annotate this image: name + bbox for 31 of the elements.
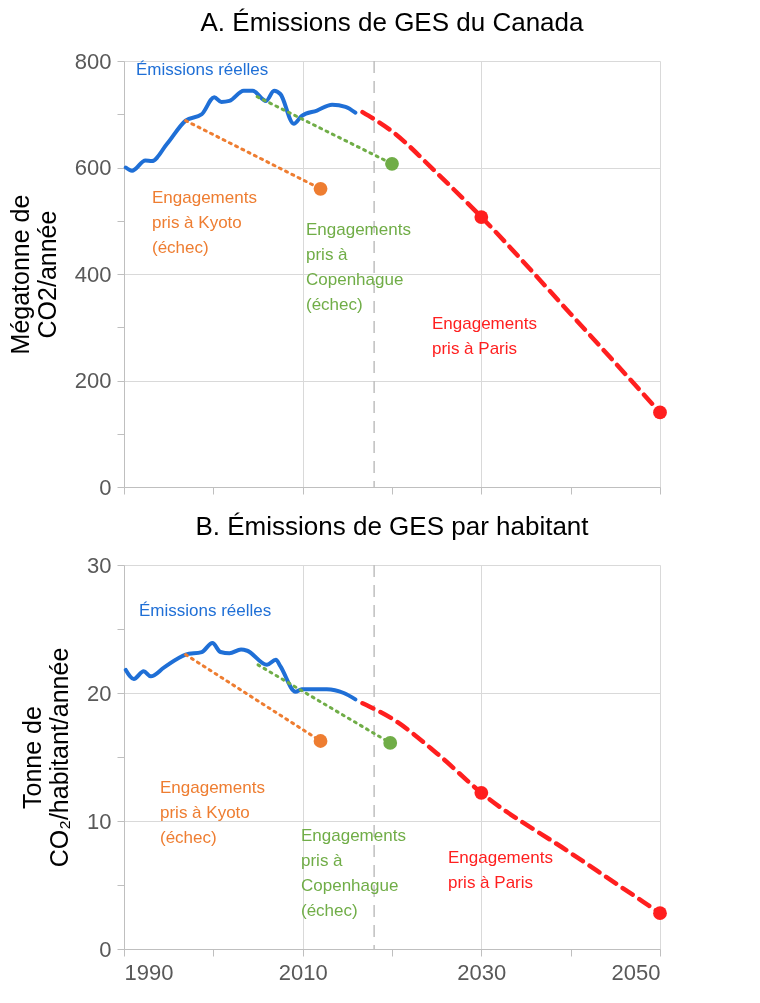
y-tick-label: 10 [87,808,112,834]
line-series [123,88,358,173]
y-axis-title: Mégatonne de CO2/année [5,194,61,355]
annotation: Engagements pris à Paris [448,848,553,892]
x-tick-label: 1990 [124,959,174,985]
annotation: Engagements pris à Copenhague (échec) [301,826,406,920]
annotation: Engagements pris à Kyoto (échec) [152,188,257,257]
y-tick-label: 0 [99,474,112,500]
point [385,156,399,171]
annotation: Engagements pris à Paris [432,314,537,358]
y-tick-label: 600 [74,155,112,180]
y-tick-label: 20 [87,680,112,706]
annotation: Engagements pris à Copenhague (échec) [306,220,411,314]
annotation: Émissions réelles [136,60,269,79]
point [313,181,328,196]
y-tick-label: 200 [74,368,112,393]
line-series [123,641,358,702]
x-tick-label: 2010 [278,959,328,985]
point [474,210,489,224]
chart-title: A. Émissions de GES du Canada [200,7,585,37]
annotation: Émissions réelles [139,601,272,620]
annotation: Engagements pris à Kyoto (échec) [160,778,265,847]
y-axis-title: Tonne de CO₂/habitant/année [18,647,74,868]
x-tick-label: 2050 [611,959,661,985]
chart-title: B. Émissions de GES par habitant [195,511,590,541]
y-tick-label: 800 [74,48,112,74]
point [653,405,667,420]
y-tick-label: 0 [99,936,112,962]
y-tick-label: 400 [74,261,112,287]
y-tick-label: 30 [87,552,112,578]
x-tick-label: 2030 [457,959,507,985]
